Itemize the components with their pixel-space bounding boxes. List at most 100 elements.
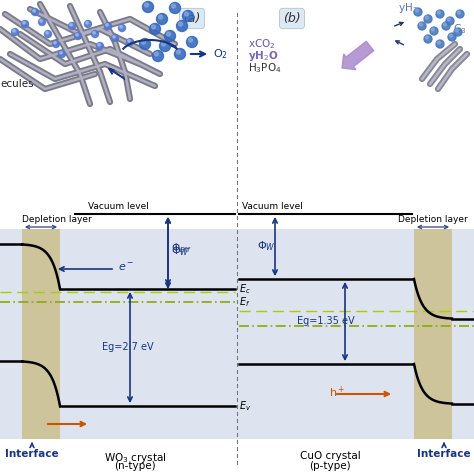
Circle shape bbox=[431, 28, 434, 31]
Circle shape bbox=[172, 4, 175, 8]
Circle shape bbox=[155, 52, 158, 56]
Circle shape bbox=[118, 25, 126, 31]
Circle shape bbox=[97, 43, 103, 49]
Circle shape bbox=[414, 8, 422, 16]
Circle shape bbox=[46, 32, 48, 34]
Circle shape bbox=[58, 51, 65, 57]
Circle shape bbox=[153, 51, 164, 62]
Bar bbox=[414, 229, 452, 439]
Circle shape bbox=[159, 40, 171, 52]
Circle shape bbox=[170, 2, 181, 13]
Circle shape bbox=[86, 22, 88, 24]
Circle shape bbox=[120, 26, 122, 28]
Text: C$_3$: C$_3$ bbox=[453, 22, 466, 36]
Circle shape bbox=[127, 38, 134, 46]
Circle shape bbox=[446, 17, 454, 25]
Circle shape bbox=[149, 24, 161, 35]
Circle shape bbox=[442, 22, 450, 30]
Circle shape bbox=[158, 15, 163, 19]
Circle shape bbox=[113, 36, 115, 38]
Text: ecules: ecules bbox=[0, 79, 34, 89]
Text: Interface: Interface bbox=[5, 449, 59, 459]
FancyArrow shape bbox=[342, 41, 374, 70]
Circle shape bbox=[60, 52, 62, 54]
Circle shape bbox=[184, 12, 189, 16]
Circle shape bbox=[164, 30, 175, 42]
Text: Interface: Interface bbox=[417, 449, 471, 459]
Circle shape bbox=[104, 22, 111, 29]
Text: Depletion layer: Depletion layer bbox=[22, 215, 92, 224]
Circle shape bbox=[145, 3, 148, 7]
Circle shape bbox=[143, 1, 154, 12]
Circle shape bbox=[53, 40, 60, 47]
Circle shape bbox=[98, 44, 100, 46]
Circle shape bbox=[176, 50, 181, 54]
Circle shape bbox=[31, 9, 38, 16]
Circle shape bbox=[156, 13, 167, 25]
Text: CuO crystal: CuO crystal bbox=[300, 451, 360, 461]
Circle shape bbox=[438, 41, 440, 44]
Text: (n-type): (n-type) bbox=[114, 461, 156, 471]
Circle shape bbox=[69, 22, 75, 29]
Bar bbox=[22, 229, 60, 439]
Circle shape bbox=[166, 32, 171, 36]
Circle shape bbox=[38, 18, 46, 26]
Circle shape bbox=[11, 28, 18, 36]
Text: Eg=1.35 eV: Eg=1.35 eV bbox=[297, 317, 355, 327]
Circle shape bbox=[436, 10, 444, 18]
Text: yH$_2$O: yH$_2$O bbox=[248, 49, 279, 63]
Circle shape bbox=[186, 36, 198, 47]
Circle shape bbox=[13, 29, 15, 32]
Bar bbox=[0, 229, 237, 439]
Circle shape bbox=[84, 20, 91, 27]
Circle shape bbox=[425, 36, 428, 39]
Circle shape bbox=[425, 16, 428, 19]
Circle shape bbox=[91, 30, 99, 37]
Text: Vacuum level: Vacuum level bbox=[88, 202, 149, 211]
Circle shape bbox=[139, 38, 151, 49]
Text: O$_2$: O$_2$ bbox=[213, 47, 228, 61]
Circle shape bbox=[54, 42, 56, 44]
Circle shape bbox=[447, 18, 450, 21]
Circle shape bbox=[76, 34, 78, 36]
Circle shape bbox=[162, 42, 165, 46]
Text: (b): (b) bbox=[283, 12, 301, 25]
Circle shape bbox=[424, 35, 432, 43]
Circle shape bbox=[106, 24, 108, 26]
Text: $\Phi_{Eff}$: $\Phi_{Eff}$ bbox=[171, 241, 192, 255]
Text: WO$_3$ crystal: WO$_3$ crystal bbox=[104, 451, 166, 465]
Text: $E_v$: $E_v$ bbox=[239, 399, 251, 413]
Circle shape bbox=[436, 40, 444, 48]
Circle shape bbox=[179, 22, 182, 26]
Text: xCO$_2$: xCO$_2$ bbox=[248, 37, 275, 51]
Circle shape bbox=[448, 33, 456, 41]
Text: $\Phi_W$: $\Phi_W$ bbox=[171, 245, 190, 258]
Circle shape bbox=[454, 28, 462, 36]
Text: Depletion layer: Depletion layer bbox=[398, 215, 468, 224]
Circle shape bbox=[45, 30, 52, 37]
Text: h$^+$: h$^+$ bbox=[329, 384, 345, 400]
Circle shape bbox=[456, 29, 458, 32]
Circle shape bbox=[93, 32, 95, 34]
Circle shape bbox=[189, 38, 192, 42]
Text: $\Phi_W$: $\Phi_W$ bbox=[257, 239, 276, 254]
Text: (a): (a) bbox=[183, 12, 201, 25]
Bar bbox=[237, 229, 474, 439]
Circle shape bbox=[443, 23, 447, 26]
Circle shape bbox=[456, 10, 464, 18]
Circle shape bbox=[182, 10, 193, 21]
Circle shape bbox=[33, 9, 35, 12]
Circle shape bbox=[40, 19, 42, 22]
Circle shape bbox=[111, 35, 118, 42]
Circle shape bbox=[174, 48, 185, 60]
Circle shape bbox=[419, 23, 422, 26]
Circle shape bbox=[142, 40, 146, 44]
Text: Vacuum level: Vacuum level bbox=[242, 202, 303, 211]
Circle shape bbox=[424, 15, 432, 23]
Text: $e^-$: $e^-$ bbox=[118, 262, 135, 273]
Circle shape bbox=[457, 11, 460, 14]
Text: $E_f$: $E_f$ bbox=[239, 295, 250, 309]
Circle shape bbox=[418, 22, 426, 30]
Circle shape bbox=[74, 33, 82, 39]
Text: Eg=2.7 eV: Eg=2.7 eV bbox=[102, 343, 154, 353]
